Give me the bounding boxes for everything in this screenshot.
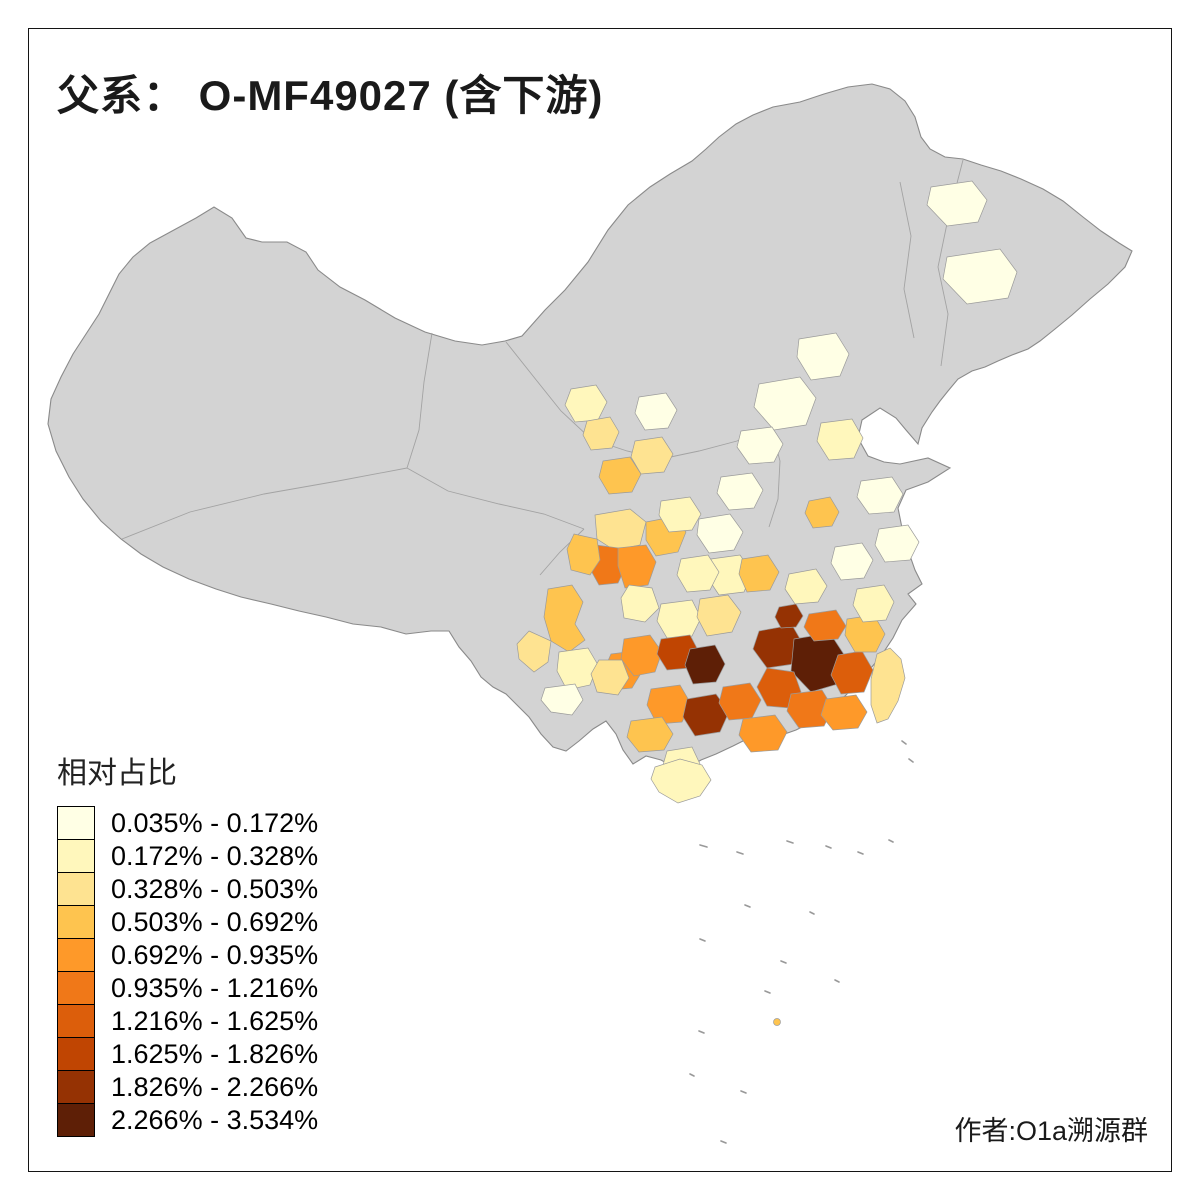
map-region — [820, 694, 868, 731]
map-region — [852, 584, 895, 623]
small-island — [773, 1018, 781, 1026]
legend-label: 1.826% - 2.266% — [111, 1071, 319, 1102]
map-region — [716, 472, 764, 511]
legend: 相对占比 0.035% - 0.172% 0.172% - 0.328% 0.328… — [57, 748, 318, 1137]
map-region — [804, 496, 840, 529]
map-region — [566, 533, 601, 576]
map-title: 父系： O-MF49027 (含下游) — [57, 72, 604, 119]
sea-specks — [689, 740, 914, 1144]
map-region — [620, 584, 660, 623]
legend-swatch — [57, 905, 95, 939]
map-region — [796, 332, 850, 381]
map-region — [942, 248, 1018, 305]
legend-swatch — [57, 839, 95, 873]
map-region — [676, 554, 720, 593]
legend-label: 0.692% - 0.935% — [111, 939, 319, 970]
legend-label: 0.035% - 0.172% — [111, 807, 319, 838]
map-region — [696, 513, 744, 554]
legend-swatch — [57, 1037, 95, 1071]
hainan-island — [650, 758, 712, 804]
map-region — [856, 476, 904, 515]
legend-title: 相对占比 — [57, 757, 177, 790]
map-region — [626, 716, 674, 753]
map-region — [634, 392, 678, 431]
legend-swatch — [57, 872, 95, 906]
map-region — [590, 659, 630, 696]
map-region — [620, 634, 663, 677]
islands-group — [650, 647, 906, 1026]
map-region — [658, 496, 702, 533]
choropleth-cells — [516, 180, 1018, 783]
legend-swatch — [57, 1070, 95, 1104]
legend-item: 0.935% - 1.216% — [57, 971, 318, 1005]
map-region — [696, 594, 742, 637]
legend-label: 2.266% - 3.534% — [111, 1104, 319, 1135]
legend-item: 0.328% - 0.503% — [57, 872, 318, 906]
legend-item: 0.172% - 0.328% — [57, 839, 318, 873]
map-region — [598, 456, 642, 495]
map-region — [830, 542, 874, 581]
legend-item: 1.216% - 1.625% — [57, 1004, 318, 1038]
legend-label: 0.503% - 0.692% — [111, 906, 319, 937]
map-region — [784, 568, 828, 605]
map-region — [543, 584, 586, 653]
legend-swatch — [57, 1103, 95, 1137]
legend-item: 1.826% - 2.266% — [57, 1070, 318, 1104]
legend-label: 1.216% - 1.625% — [111, 1005, 319, 1036]
map-region — [803, 609, 847, 642]
legend-item: 0.503% - 0.692% — [57, 905, 318, 939]
legend-items: 0.035% - 0.172% 0.172% - 0.328% 0.328% - 0… — [57, 806, 318, 1137]
map-region — [874, 524, 920, 563]
map-region — [540, 683, 584, 716]
legend-item: 2.266% - 3.534% — [57, 1103, 318, 1137]
legend-swatch — [57, 1004, 95, 1038]
legend-item: 0.035% - 0.172% — [57, 806, 318, 840]
map-region — [682, 693, 730, 737]
legend-label: 0.172% - 0.328% — [111, 840, 319, 871]
map-region — [556, 647, 599, 691]
legend-item: 1.625% - 1.826% — [57, 1037, 318, 1071]
legend-swatch — [57, 938, 95, 972]
map-region — [684, 644, 726, 685]
map-region — [646, 684, 692, 725]
legend-swatch — [57, 806, 95, 840]
author-credit: 作者:O1a溯源群 — [954, 1116, 1148, 1146]
map-region — [582, 416, 620, 451]
map-region — [738, 554, 780, 593]
map-region — [736, 426, 784, 465]
map-region — [656, 599, 702, 639]
map-region — [516, 630, 552, 673]
taiwan-island — [870, 647, 906, 724]
legend-swatch — [57, 971, 95, 1005]
legend-label: 1.625% - 1.826% — [111, 1038, 319, 1069]
legend-label: 0.935% - 1.216% — [111, 972, 319, 1003]
legend-label: 0.328% - 0.503% — [111, 873, 319, 904]
map-region — [816, 418, 864, 461]
map-region — [630, 436, 674, 475]
map-region — [738, 714, 788, 753]
map-region — [786, 689, 834, 729]
legend-item: 0.692% - 0.935% — [57, 938, 318, 972]
map-region — [753, 376, 817, 431]
map-region — [926, 180, 988, 227]
map-region — [617, 544, 657, 589]
